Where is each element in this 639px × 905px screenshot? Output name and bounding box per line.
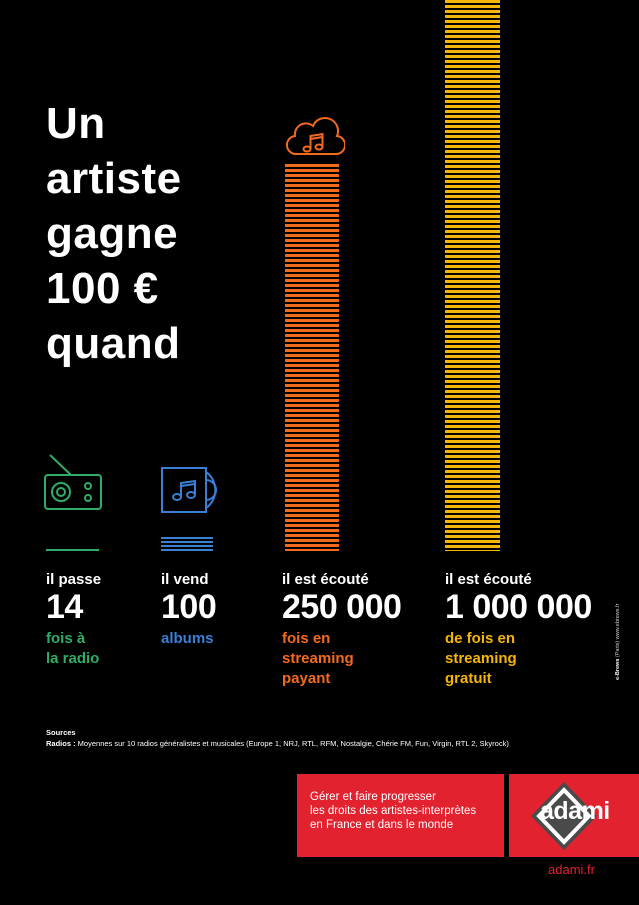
diamond-logo-icon [531,782,597,850]
stat-desc-line: la radio [46,650,100,667]
stat-albums: il vend 100 albums [161,571,217,649]
radio-icon [44,454,102,510]
sources-title: Sources [46,728,76,737]
paid-streaming-bar [285,164,339,551]
adami-logo[interactable] [509,774,639,857]
stat-number: 100 [161,588,217,626]
album-icon [161,467,217,513]
stat-desc-line: de fois en [445,630,516,647]
stat-desc-line: streaming [282,650,354,667]
stat-desc-line: albums [161,630,214,647]
website-link[interactable]: adami.fr [548,862,595,877]
stat-desc-line: streaming [445,650,517,667]
cloud-music-icon [286,117,345,156]
stat-free-streaming: il est écouté 1 000 000 de fois en strea… [445,571,592,689]
mission-banner: Gérer et faire progresser les droits des… [297,774,504,857]
album-stripes [161,537,213,551]
stat-desc-line: gratuit [445,670,492,687]
sources-radios-label: Radios : [46,739,76,748]
headline: Un artiste gagne 100 € quand [46,96,182,371]
headline-line: quand [46,319,181,368]
stat-description: fois à la radio [46,629,101,669]
stat-description: fois en streaming payant [282,629,401,689]
stat-intro: il vend [161,571,209,588]
radio-divider [46,549,99,551]
free-streaming-bar [445,0,500,551]
stat-number: 14 [46,588,83,626]
logo-wordmark: adami [540,797,610,825]
stat-paid-streaming: il est écouté 250 000 fois en streaming … [282,571,402,689]
stat-desc-line: fois à [46,630,86,647]
stat-number: 1 000 000 [445,588,592,626]
stat-description: albums [161,629,216,649]
banner-line: en France et dans le monde [310,819,454,831]
stat-description: de fois en streaming gratuit [445,629,592,689]
stat-intro: il est écouté [445,571,532,588]
stat-intro: il est écouté [282,571,369,588]
stat-desc-line: payant [282,670,331,687]
banner-line: les droits des artistes-interprètes [310,805,477,817]
headline-line: gagne [46,209,179,258]
credit-brand: e-Brews [615,658,621,680]
stat-desc-line: fois en [282,630,331,647]
headline-line: Un [46,99,106,148]
sources-radios-text: Moyennes sur 10 radios généralistes et m… [75,739,509,748]
design-credit: e-Brews (Paris) www.ebrews.fr [615,600,621,680]
stat-radio: il passe 14 fois à la radio [46,571,101,669]
stat-intro: il passe [46,571,102,588]
headline-line: 100 € [46,264,159,313]
stat-number: 250 000 [282,588,402,626]
banner-line: Gérer et faire progresser [310,791,436,803]
headline-line: artiste [46,154,182,203]
credit-text: (Paris) www.ebrews.fr [615,603,621,659]
sources: Sources Radios : Moyennes sur 10 radios … [46,727,509,749]
